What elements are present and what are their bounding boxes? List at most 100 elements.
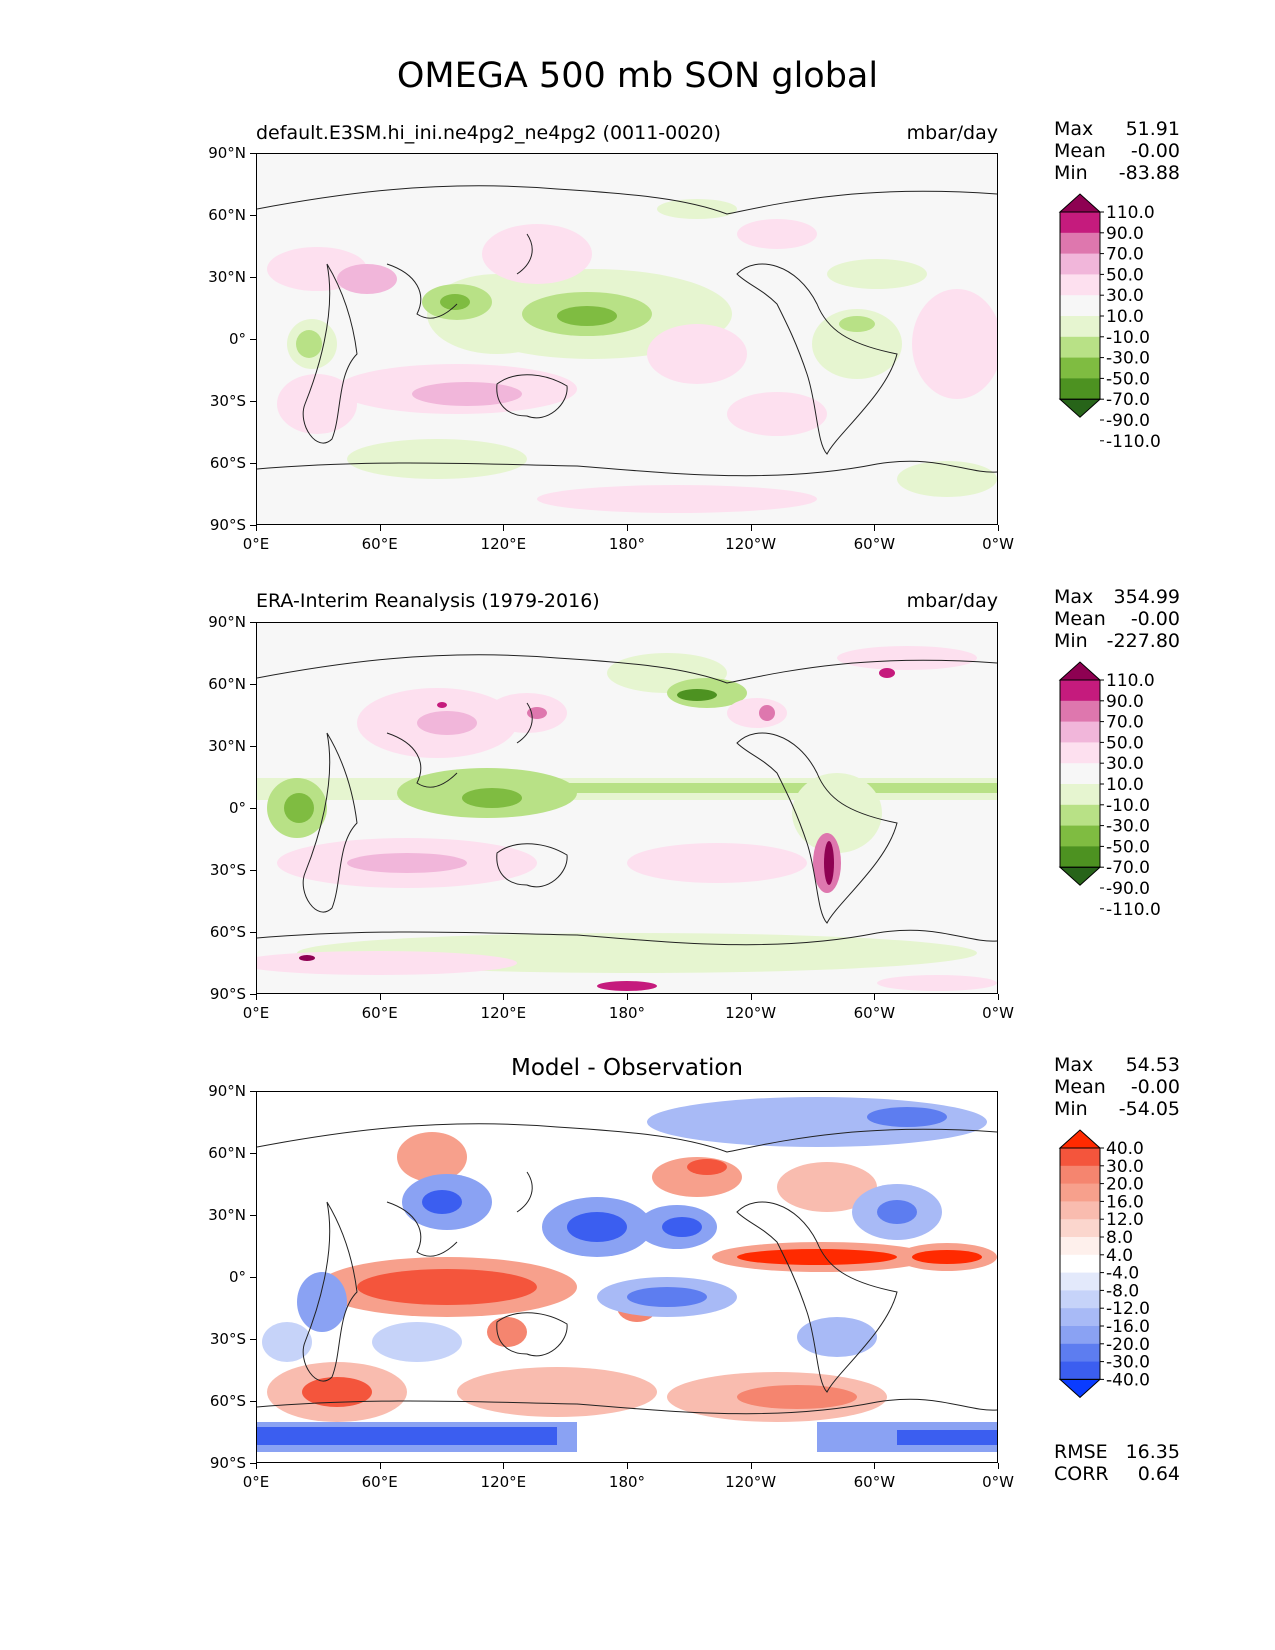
longitude-tick-label: 0°E bbox=[242, 1004, 270, 1022]
latitude-tick bbox=[250, 339, 256, 340]
colorbar-swatch bbox=[1060, 1237, 1100, 1256]
colorbar-swatch bbox=[1060, 378, 1100, 400]
stat-value: 51.91 bbox=[1125, 118, 1180, 140]
colorbar-swatch bbox=[1060, 742, 1100, 764]
stat-label: Mean bbox=[1054, 608, 1106, 630]
colorbar-swatch bbox=[1060, 1343, 1100, 1363]
latitude-tick-label: 60°S bbox=[209, 1392, 246, 1410]
model-field bbox=[267, 199, 997, 513]
stat-label: Max bbox=[1054, 118, 1094, 140]
latitude-tick bbox=[250, 1153, 256, 1154]
panel-units: mbar/day bbox=[906, 590, 998, 612]
stat-label: Mean bbox=[1054, 140, 1106, 162]
colorbar-swatch bbox=[1060, 846, 1100, 868]
longitude-tick-label: 0°W bbox=[982, 1004, 1014, 1022]
colorbar-swatch bbox=[1060, 700, 1100, 723]
latitude-tick-label: 90°N bbox=[208, 613, 246, 631]
colorbar-tick-label: 70.0 bbox=[1106, 245, 1144, 265]
colorbar-tick-label: -8.0 bbox=[1106, 1281, 1139, 1301]
longitude-tick-label: 120°W bbox=[725, 535, 777, 553]
latitude-tick-label: 30°S bbox=[209, 392, 246, 410]
colorbar-tick-label: -16.0 bbox=[1106, 1317, 1150, 1337]
colorbar-swatch bbox=[1060, 1308, 1100, 1327]
colorbar-tick-label: -20.0 bbox=[1106, 1335, 1150, 1355]
colorbar-tick-label: 4.0 bbox=[1106, 1246, 1133, 1266]
colorbar-tick-label: -30.0 bbox=[1106, 349, 1150, 369]
colorbar-tick-label: 30.0 bbox=[1106, 1157, 1144, 1177]
colorbar-tick-label: -110.0 bbox=[1106, 432, 1161, 452]
diff-field bbox=[257, 1097, 997, 1452]
latitude-tick bbox=[250, 153, 256, 154]
colorbar-swatch bbox=[1060, 274, 1100, 296]
colorbar-swatch bbox=[1060, 295, 1100, 317]
stat-label: Min bbox=[1054, 630, 1088, 652]
model-colorbar: 110.090.070.050.030.010.0-10.0-30.0-50.0… bbox=[1058, 193, 1161, 452]
longitude-tick-label: 120°E bbox=[480, 1004, 527, 1022]
longitude-tick-label: 120°W bbox=[725, 1473, 777, 1491]
colorbar-tick-label: 20.0 bbox=[1106, 1175, 1144, 1195]
panel-units: mbar/day bbox=[906, 122, 998, 144]
obs-colorbar: 110.090.070.050.030.010.0-10.0-30.0-50.0… bbox=[1058, 661, 1161, 920]
latitude-tick bbox=[250, 1091, 256, 1092]
colorbar-extend-bottom bbox=[1058, 398, 1102, 418]
metric-value: 16.35 bbox=[1125, 1441, 1180, 1463]
latitude-tick bbox=[250, 1339, 256, 1340]
longitude-tick-label: 180° bbox=[608, 1004, 646, 1022]
longitude-tick bbox=[627, 994, 628, 1000]
colorbar-extend-top bbox=[1058, 193, 1102, 213]
colorbar-tick-label: -12.0 bbox=[1106, 1299, 1150, 1319]
colorbar-tick-label: 110.0 bbox=[1106, 671, 1155, 691]
longitude-tick bbox=[874, 994, 876, 1000]
latitude-tick-label: 0° bbox=[228, 799, 246, 817]
latitude-tick-label: 30°S bbox=[209, 1330, 246, 1348]
longitude-tick bbox=[379, 1463, 381, 1469]
longitude-tick bbox=[750, 1463, 752, 1469]
latitude-tick-label: 90°S bbox=[209, 985, 246, 1003]
latitude-tick-label: 30°N bbox=[208, 737, 246, 755]
latitude-tick-label: 90°S bbox=[209, 516, 246, 534]
longitude-tick bbox=[256, 525, 257, 531]
longitude-tick bbox=[750, 525, 752, 531]
figure-title: OMEGA 500 mb SON global bbox=[396, 56, 879, 96]
metric-label: CORR bbox=[1054, 1463, 1109, 1485]
colorbar-tick-label: 10.0 bbox=[1106, 307, 1144, 327]
stat-value: -0.00 bbox=[1130, 140, 1180, 162]
colorbar-swatch bbox=[1060, 721, 1100, 743]
colorbar-swatch bbox=[1060, 1361, 1100, 1380]
colorbar-tick-label: 50.0 bbox=[1106, 733, 1144, 753]
stat-label: Mean bbox=[1054, 1076, 1106, 1098]
stat-value: -83.88 bbox=[1118, 162, 1180, 184]
stat-value: -227.80 bbox=[1106, 630, 1180, 652]
latitude-tick bbox=[250, 1277, 256, 1278]
latitude-tick bbox=[250, 932, 256, 933]
colorbar-swatch bbox=[1060, 1201, 1100, 1220]
stat-value: 354.99 bbox=[1113, 586, 1180, 608]
latitude-tick bbox=[250, 525, 256, 526]
longitude-tick bbox=[503, 525, 505, 531]
colorbar-swatch bbox=[1060, 680, 1100, 702]
latitude-tick-label: 0° bbox=[228, 1268, 246, 1286]
latitude-tick bbox=[250, 1215, 256, 1216]
latitude-tick bbox=[250, 808, 256, 809]
longitude-tick bbox=[874, 1463, 876, 1469]
longitude-tick-label: 60°W bbox=[853, 1004, 896, 1022]
colorbar-tick-label: -70.0 bbox=[1106, 390, 1150, 410]
longitude-tick-label: 60°W bbox=[853, 535, 896, 553]
longitude-tick bbox=[503, 994, 505, 1000]
stat-label: Max bbox=[1054, 1054, 1094, 1076]
colorbar-tick-label: 90.0 bbox=[1106, 692, 1144, 712]
latitude-tick-label: 60°S bbox=[209, 454, 246, 472]
colorbar-outline bbox=[1059, 211, 1101, 400]
colorbar-tick-label: 40.0 bbox=[1106, 1139, 1144, 1159]
colorbar-tick-label: -10.0 bbox=[1106, 328, 1150, 348]
longitude-tick-label: 180° bbox=[608, 1473, 646, 1491]
latitude-tick-label: 0° bbox=[228, 330, 246, 348]
colorbar-tick-label: 50.0 bbox=[1106, 265, 1144, 285]
colorbar-swatch bbox=[1060, 232, 1100, 255]
longitude-tick bbox=[256, 1463, 257, 1469]
longitude-tick-label: 120°E bbox=[480, 535, 527, 553]
diff-coastlines bbox=[257, 1123, 997, 1415]
latitude-tick bbox=[250, 463, 256, 464]
longitude-tick-label: 60°E bbox=[361, 1473, 398, 1491]
colorbar-swatch bbox=[1060, 1290, 1100, 1309]
